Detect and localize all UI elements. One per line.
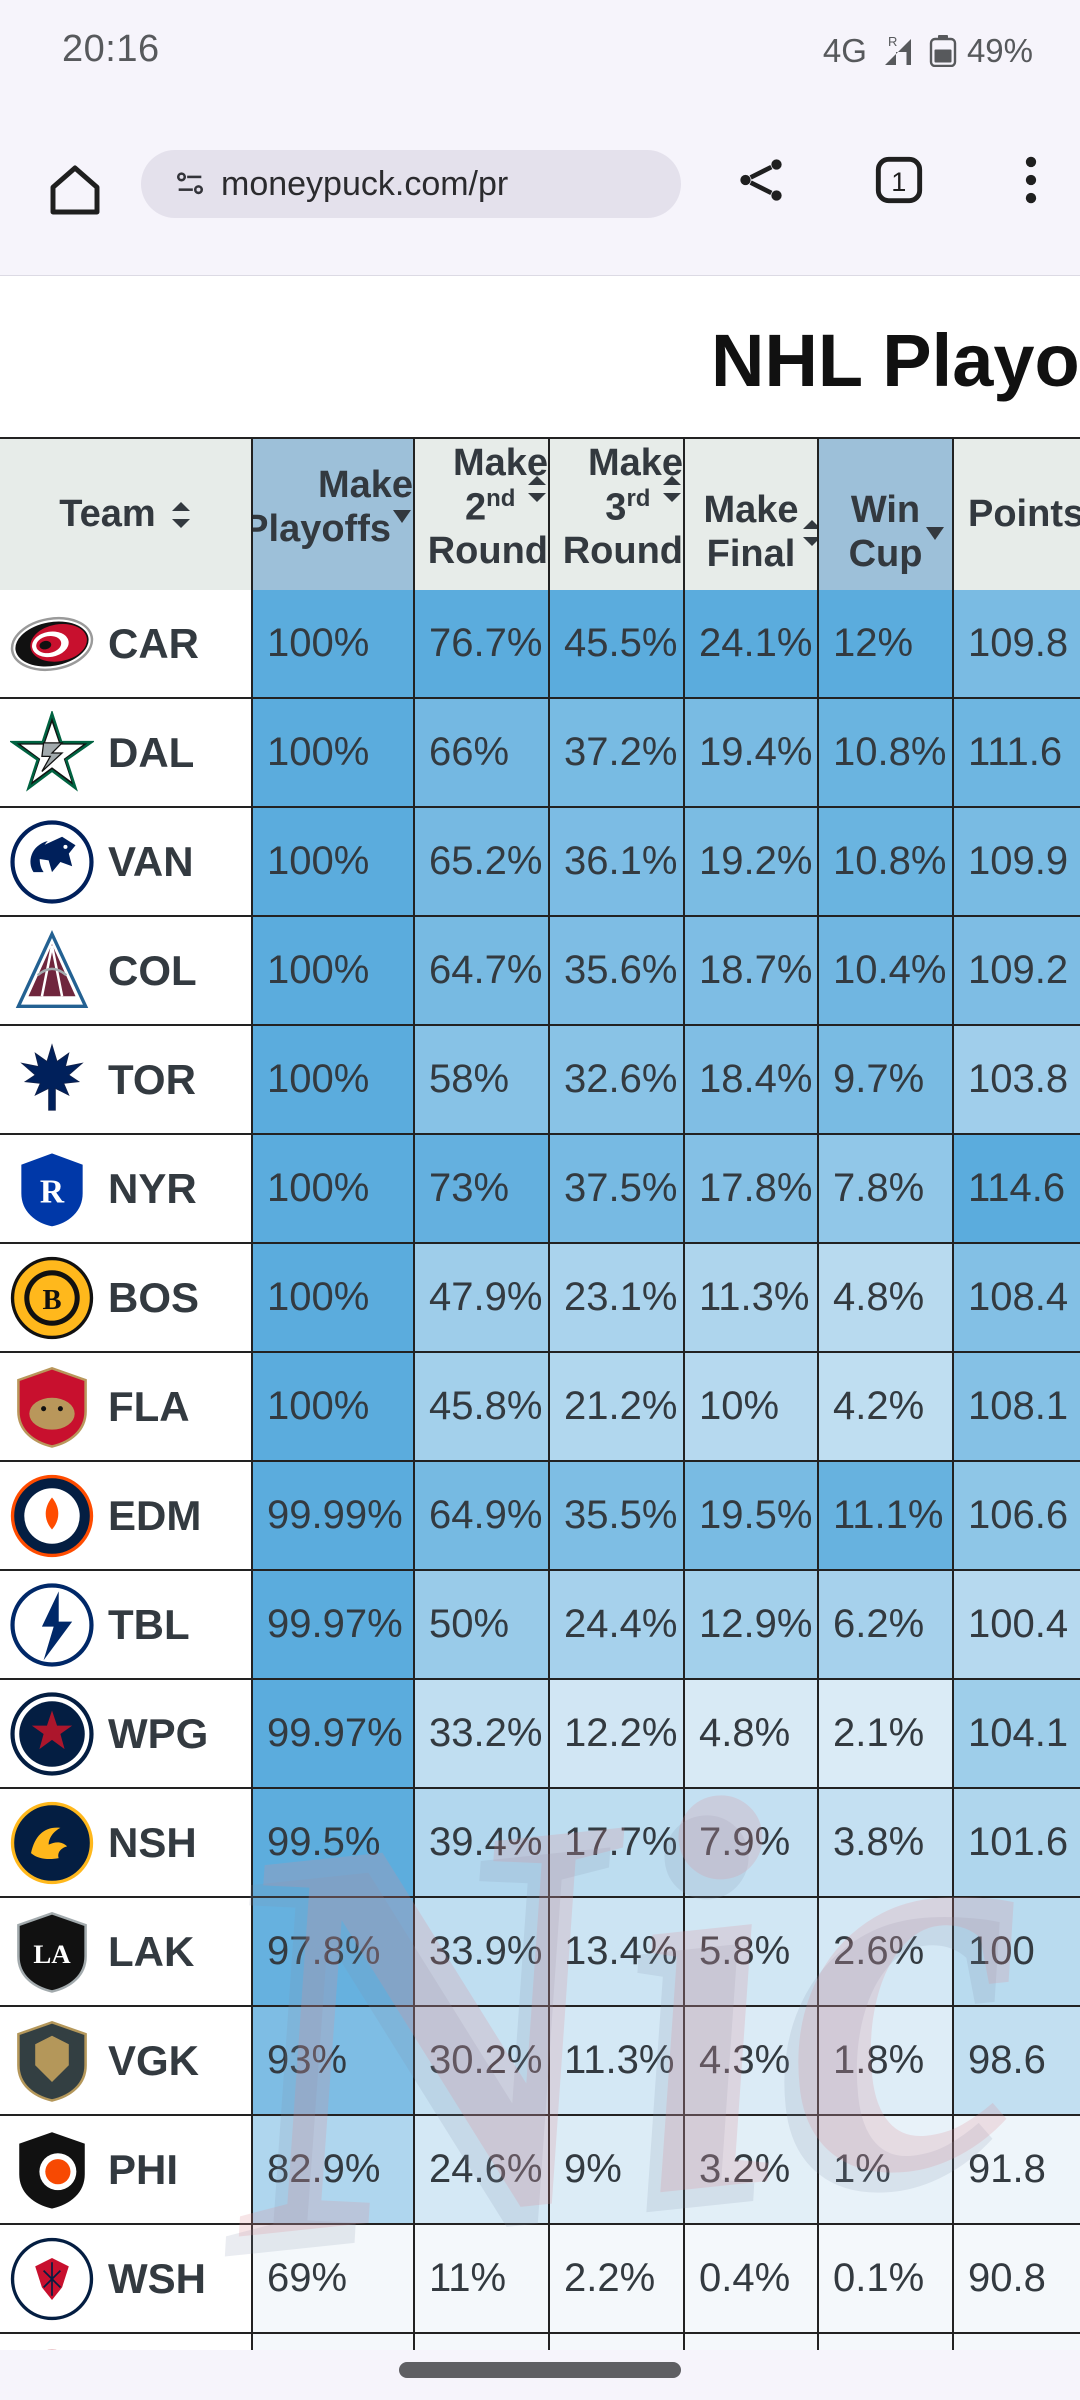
svg-text:R: R <box>40 1173 65 1210</box>
svg-text:B: B <box>42 1284 61 1315</box>
svg-text:R: R <box>888 35 897 49</box>
svg-text:1: 1 <box>891 166 906 197</box>
svg-text:LA: LA <box>33 1938 71 1968</box>
